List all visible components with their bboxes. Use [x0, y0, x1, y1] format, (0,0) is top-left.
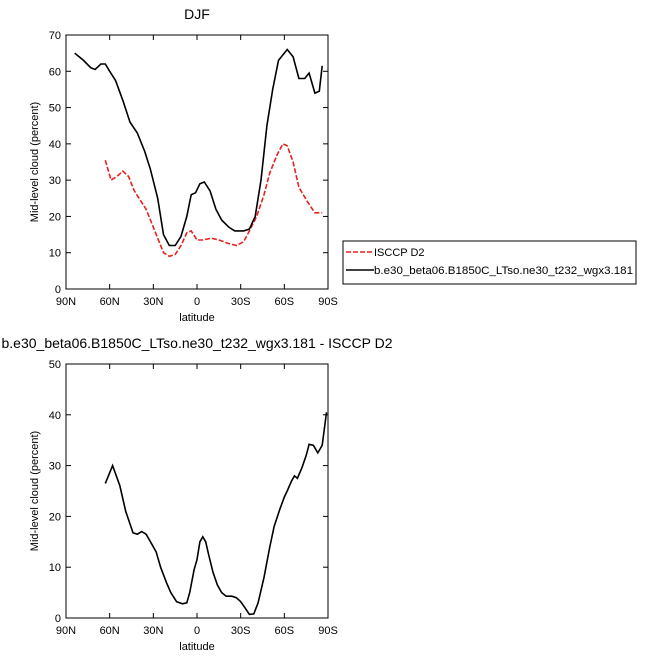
- y-axis-label: Mid-level cloud (percent): [29, 102, 41, 222]
- x-tick-label: 60S: [275, 296, 295, 308]
- x-tick-label: 60N: [100, 625, 120, 637]
- x-axis-label: latitude: [179, 641, 214, 653]
- x-tick-label: 90S: [318, 296, 338, 308]
- y-tick-label: 50: [49, 359, 61, 371]
- legend-box: [342, 240, 637, 285]
- legend-label: b.e30_beta06.B1850C_LTso.ne30_t232_wgx3.…: [374, 265, 633, 277]
- x-tick-label: 0: [194, 296, 200, 308]
- plot-frame: [65, 363, 329, 619]
- y-tick-label: 30: [49, 175, 61, 187]
- y-tick-label: 10: [49, 248, 61, 260]
- chart-title: b.e30_beta06.B1850C_LTso.ne30_t232_wgx3.…: [2, 335, 393, 351]
- data-line: [74, 48, 323, 247]
- y-tick-label: 20: [49, 211, 61, 223]
- x-tick-label: 60N: [100, 296, 120, 308]
- y-tick-label: 0: [55, 284, 61, 296]
- y-tick-label: 0: [55, 613, 61, 625]
- y-tick-label: 50: [49, 103, 61, 115]
- chart-title: DJF: [184, 6, 210, 22]
- x-tick-label: 0: [194, 625, 200, 637]
- y-tick-label: 70: [49, 30, 61, 42]
- x-tick-label: 30N: [143, 296, 163, 308]
- y-tick-label: 20: [49, 511, 61, 523]
- data-line: [104, 412, 328, 616]
- x-tick-label: 90S: [318, 625, 338, 637]
- data-line: [104, 142, 323, 258]
- y-tick-label: 40: [49, 139, 61, 151]
- x-axis-label: latitude: [179, 312, 214, 324]
- y-tick-label: 40: [49, 410, 61, 422]
- y-tick-label: 10: [49, 562, 61, 574]
- y-tick-label: 30: [49, 461, 61, 473]
- y-tick-label: 60: [49, 66, 61, 78]
- x-tick-label: 90N: [56, 625, 76, 637]
- x-tick-label: 30N: [143, 625, 163, 637]
- x-tick-label: 60S: [275, 625, 295, 637]
- x-tick-label: 30S: [231, 296, 251, 308]
- legend-label: ISCCP D2: [374, 247, 425, 259]
- y-axis-label: Mid-level cloud (percent): [29, 431, 41, 551]
- x-tick-label: 90N: [56, 296, 76, 308]
- x-tick-label: 30S: [231, 625, 251, 637]
